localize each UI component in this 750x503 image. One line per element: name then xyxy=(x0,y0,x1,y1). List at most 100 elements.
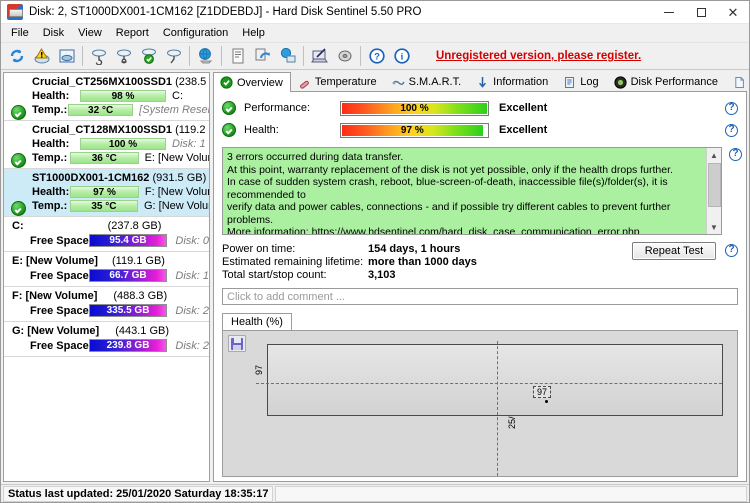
description-line: More information: https://www.hdsentinel… xyxy=(227,226,640,235)
volume-title: E: [New Volume] (119.1 GB) xyxy=(4,255,209,267)
tab-label: Overview xyxy=(237,76,283,89)
volume-entry[interactable]: G: [New Volume] (443.1 GB) Free Space 23… xyxy=(4,322,209,357)
disk-model: ST1000DX001-1CM162 xyxy=(32,172,150,184)
disk-list-sidebar[interactable]: Crucial_CT256MX100SSD1 (238.5 GB) Disk: … xyxy=(3,72,210,482)
disk-repair-icon[interactable] xyxy=(161,44,186,68)
tab-smart[interactable]: S.M.A.R.T. xyxy=(385,72,470,91)
volume-title: G: [New Volume] (443.1 GB) xyxy=(4,325,209,337)
help-icon[interactable]: ? xyxy=(725,123,738,137)
description-area: 3 errors occurred during data transfer. … xyxy=(222,147,742,235)
disk-info-icon[interactable] xyxy=(54,44,79,68)
volume-free-row: Free Space 239.8 GB Disk: 2 xyxy=(4,339,209,352)
repeat-test-button[interactable]: Repeat Test xyxy=(632,242,716,260)
stat-row: Total start/stop count: 3,103 xyxy=(222,268,746,281)
health-chart-panel: Health (%) 97 25/01/2020 97 xyxy=(222,313,738,477)
volume-entry[interactable]: C: (237.8 GB) Free Space 95.4 GB Disk: 0 xyxy=(4,217,209,252)
tab-information[interactable]: Information xyxy=(469,72,556,91)
menu-configuration[interactable]: Configuration xyxy=(162,27,229,39)
toolbar-separator-2 xyxy=(189,46,190,66)
help-icon[interactable]: ? xyxy=(725,244,738,257)
free-space-label: Free Space xyxy=(30,234,89,247)
network-disk-icon[interactable] xyxy=(193,44,218,68)
tab-disk-performance[interactable]: Disk Performance xyxy=(607,72,726,91)
disk-capacity: (119.2 GB) xyxy=(175,124,209,136)
disk-health-row: Health: 100 % Disk: 1 xyxy=(4,137,209,151)
disk-volume-label: [System Reserved] xyxy=(139,104,209,116)
health-gauge: 97 % xyxy=(340,122,489,138)
disk-entry[interactable]: Crucial_CT256MX100SSD1 (238.5 GB) Disk: … xyxy=(4,73,209,121)
tab-label: Log xyxy=(580,76,599,88)
volume-disk-number: Disk: 0 xyxy=(175,234,209,247)
network-monitor-icon[interactable] xyxy=(275,44,300,68)
report-icon[interactable] xyxy=(225,44,250,68)
menu-view[interactable]: View xyxy=(78,27,102,39)
disk-status-ok-icon xyxy=(11,201,26,216)
svg-text:i: i xyxy=(400,53,403,63)
tab-alerts[interactable]: Alerts xyxy=(726,72,747,91)
chart-tab-strip: Health (%) xyxy=(222,313,738,330)
minimize-button[interactable] xyxy=(653,1,685,24)
volume-capacity: (488.3 GB) xyxy=(113,290,168,302)
disk-entry-selected[interactable]: ST1000DX001-1CM162 (931.5 GB) Disk: 2 He… xyxy=(4,169,209,217)
about-icon[interactable]: i xyxy=(389,44,414,68)
acoustic-icon[interactable] xyxy=(332,44,357,68)
close-button[interactable]: ✕ xyxy=(727,4,739,20)
disk-surface-test-icon[interactable] xyxy=(111,44,136,68)
disk-volume-label: F: [New Volume] xyxy=(144,186,209,198)
toolbar: ? i Unregistered version, please registe… xyxy=(1,43,749,70)
tab-overview[interactable]: Overview xyxy=(213,72,291,92)
refresh-icon[interactable] xyxy=(4,44,29,68)
volume-disk-number: Disk: 2 xyxy=(175,304,209,317)
disk-scan-icon[interactable] xyxy=(86,44,111,68)
svg-text:?: ? xyxy=(374,52,380,63)
disk-ok-icon[interactable] xyxy=(136,44,161,68)
unregistered-notice[interactable]: Unregistered version, please register. xyxy=(436,50,642,62)
free-space-label: Free Space xyxy=(30,269,89,282)
volume-entry[interactable]: F: [New Volume] (488.3 GB) Free Space 33… xyxy=(4,287,209,322)
menu-help[interactable]: Help xyxy=(242,27,265,39)
help-icon[interactable]: ? xyxy=(729,148,742,161)
chart-data-point xyxy=(545,400,548,403)
performance-row: Performance: 100 % Excellent ? xyxy=(214,97,746,119)
tab-log[interactable]: Log xyxy=(556,72,606,91)
health-row: Health: 97 % Excellent ? xyxy=(214,119,746,141)
tab-temperature[interactable]: Temperature xyxy=(291,72,385,91)
menu-file[interactable]: File xyxy=(11,27,29,39)
scroll-up-icon[interactable]: ▲ xyxy=(710,150,718,160)
status-text: Status last updated: 25/01/2020 Saturday… xyxy=(3,485,274,502)
window-title: Disk: 2, ST1000DX001-1CM162 [Z1DDEBDJ] -… xyxy=(29,6,422,18)
comment-input[interactable]: Click to add comment ... xyxy=(222,288,738,305)
health-rating: Excellent xyxy=(499,124,548,136)
free-space-bar: 95.4 GB xyxy=(88,234,168,247)
menu-disk[interactable]: Disk xyxy=(42,27,65,39)
chart-y-tick-label: 97 xyxy=(254,364,264,375)
configuration-icon[interactable] xyxy=(307,44,332,68)
help-icon[interactable]: ? xyxy=(725,101,738,115)
description-scrollbar[interactable]: ▲ ▼ xyxy=(706,148,721,234)
free-space-bar: 239.8 GB xyxy=(88,339,168,352)
maximize-button[interactable] xyxy=(685,1,717,24)
disk-status-ok-icon xyxy=(11,153,26,168)
description-line: 3 errors occurred during data transfer. xyxy=(227,151,404,163)
volume-disk-number: Disk: 2 xyxy=(175,339,209,352)
scrollbar-thumb[interactable] xyxy=(708,163,721,207)
menu-report[interactable]: Report xyxy=(115,27,149,39)
chart-tab-health[interactable]: Health (%) xyxy=(222,313,292,330)
tab-strip: Overview Temperature S.M.A.R.T. xyxy=(213,72,747,92)
volume-entry[interactable]: E: [New Volume] (119.1 GB) Free Space 66… xyxy=(4,252,209,287)
disk-entry[interactable]: Crucial_CT128MX100SSD1 (119.2 GB) Health… xyxy=(4,121,209,169)
scroll-down-icon[interactable]: ▼ xyxy=(710,222,718,232)
backup-sync-icon[interactable] xyxy=(250,44,275,68)
disk-temp-row: Temp.: 32 °C [System Reserved] xyxy=(4,103,209,117)
stat-key: Estimated remaining lifetime: xyxy=(222,255,364,268)
disk-title: ST1000DX001-1CM162 (931.5 GB) Disk: 2 xyxy=(4,171,209,185)
status-filler xyxy=(275,485,747,502)
warning-disk-icon[interactable] xyxy=(29,44,54,68)
toolbar-separator-3 xyxy=(221,46,222,66)
description-box[interactable]: 3 errors occurred during data transfer. … xyxy=(222,147,722,235)
health-gauge-fill: 97 % xyxy=(342,124,483,136)
description-line: At this point, warranty replacement of t… xyxy=(227,163,673,176)
help-icon[interactable]: ? xyxy=(364,44,389,68)
green-check-icon xyxy=(220,76,233,89)
save-floppy-icon[interactable] xyxy=(228,335,246,352)
